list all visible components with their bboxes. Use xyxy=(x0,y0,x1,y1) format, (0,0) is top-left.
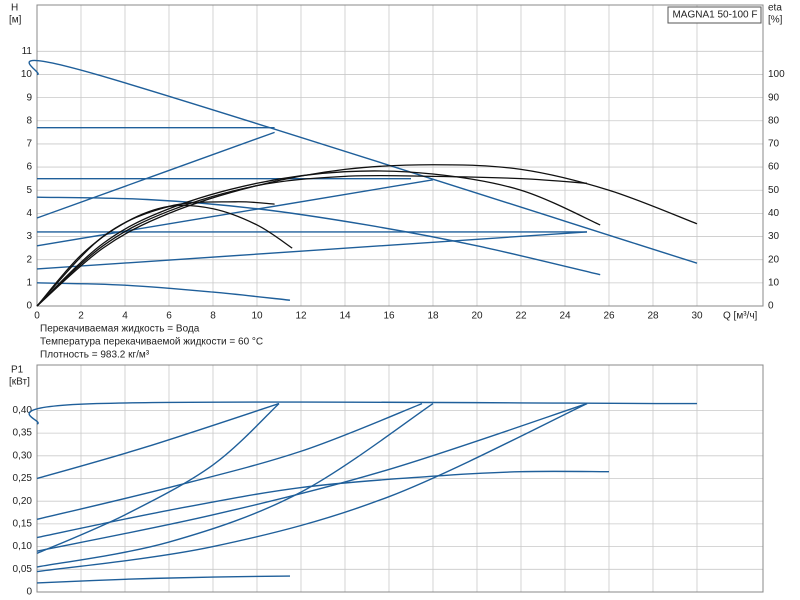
x-tick-label: 30 xyxy=(691,311,703,322)
x-tick-label: 4 xyxy=(122,311,128,322)
x-axis-label: Q [м³/ч] xyxy=(723,311,758,322)
y-axis-unit: [м] xyxy=(9,15,22,26)
y-tick-label: 0,30 xyxy=(13,450,33,461)
y-tick-label: 4 xyxy=(26,208,32,219)
y-tick-label: 8 xyxy=(26,115,32,126)
curve xyxy=(36,174,588,307)
x-tick-label: 8 xyxy=(210,311,216,322)
x-tick-label: 24 xyxy=(559,311,571,322)
curve xyxy=(36,179,434,247)
annotation: Плотность = 983.2 кг/м³ xyxy=(40,350,150,361)
title-box xyxy=(667,6,762,24)
curve xyxy=(36,170,601,307)
y-tick-label: 2 xyxy=(26,254,32,265)
y-axis-label: H xyxy=(11,3,18,14)
x-tick-label: 6 xyxy=(166,311,172,322)
x-tick-label: 28 xyxy=(647,311,659,322)
curve xyxy=(36,201,275,307)
curve xyxy=(36,403,280,555)
y2-tick-label: 40 xyxy=(768,208,780,219)
y-tick-label: 6 xyxy=(26,162,32,173)
curve xyxy=(36,402,588,552)
curve xyxy=(36,470,610,539)
y2-tick-label: 30 xyxy=(768,231,780,242)
y-tick-label: 0,10 xyxy=(13,541,33,552)
y-tick-label: 9 xyxy=(26,92,32,103)
y2-axis-unit: [%] xyxy=(768,15,783,26)
y-tick-label: 0,25 xyxy=(13,473,33,484)
curve xyxy=(36,403,434,568)
curve xyxy=(36,196,601,276)
y-tick-label: 0 xyxy=(26,301,32,312)
curve xyxy=(36,402,588,573)
x-tick-label: 12 xyxy=(295,311,307,322)
y2-tick-label: 60 xyxy=(768,162,780,173)
curve xyxy=(36,282,291,301)
x-tick-label: 16 xyxy=(383,311,395,322)
y-tick-label: 0 xyxy=(26,587,32,598)
curve xyxy=(36,231,588,270)
curve xyxy=(36,575,291,584)
plot-frame xyxy=(36,4,764,307)
y-axis-label: P1 xyxy=(11,365,24,376)
y2-tick-label: 10 xyxy=(768,277,780,288)
x-tick-label: 14 xyxy=(339,311,351,322)
y-tick-label: 0,20 xyxy=(13,496,33,507)
y-tick-label: 7 xyxy=(26,139,32,150)
curve xyxy=(36,402,280,480)
x-tick-label: 18 xyxy=(427,311,439,322)
y-axis-unit: [кВт] xyxy=(9,377,30,388)
y2-tick-label: 100 xyxy=(768,69,785,80)
x-tick-label: 26 xyxy=(603,311,615,322)
x-tick-label: 20 xyxy=(471,311,483,322)
annotation: Перекачиваемая жидкость = Вода xyxy=(40,324,200,335)
x-tick-label: 22 xyxy=(515,311,527,322)
y2-tick-label: 20 xyxy=(768,254,780,265)
y2-tick-label: 80 xyxy=(768,115,780,126)
curve xyxy=(28,59,698,264)
y2-tick-label: 70 xyxy=(768,139,780,150)
y-tick-label: 0,15 xyxy=(13,519,33,530)
y2-tick-label: 50 xyxy=(768,185,780,196)
y-tick-label: 1 xyxy=(26,277,32,288)
x-tick-label: 10 xyxy=(251,311,263,322)
y-tick-label: 11 xyxy=(22,46,33,57)
y-tick-label: 0,40 xyxy=(13,405,33,416)
y-tick-label: 10 xyxy=(21,69,33,80)
y-tick-label: 5 xyxy=(26,185,32,196)
chart-title: MAGNA1 50-100 F xyxy=(672,10,757,21)
y2-tick-label: 0 xyxy=(768,301,774,312)
curve xyxy=(36,131,275,219)
curve xyxy=(36,164,698,307)
curve xyxy=(36,204,293,307)
y2-tick-label: 90 xyxy=(768,92,780,103)
curve xyxy=(36,402,423,521)
y-tick-label: 0,05 xyxy=(13,564,33,575)
annotation: Температура перекачиваемой жидкости = 60… xyxy=(40,337,263,348)
y-tick-label: 0,35 xyxy=(13,428,33,439)
x-tick-label: 2 xyxy=(78,311,84,322)
curve xyxy=(28,401,698,425)
y2-axis-label: eta xyxy=(768,3,782,14)
y-tick-label: 3 xyxy=(26,231,32,242)
x-tick-label: 0 xyxy=(34,311,40,322)
